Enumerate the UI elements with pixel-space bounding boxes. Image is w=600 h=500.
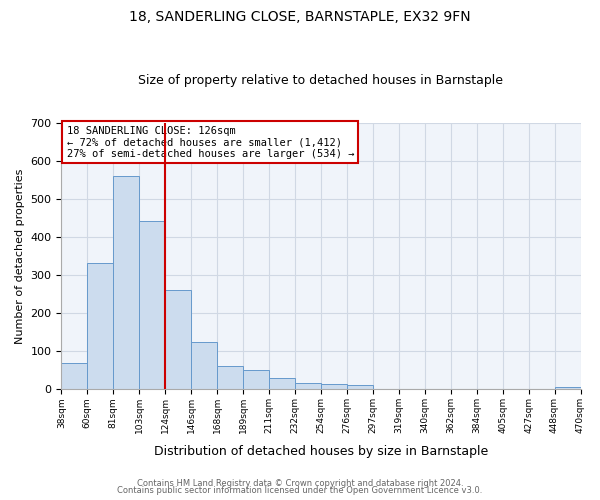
Bar	[165, 290, 191, 390]
Y-axis label: Number of detached properties: Number of detached properties	[15, 168, 25, 344]
Title: Size of property relative to detached houses in Barnstaple: Size of property relative to detached ho…	[139, 74, 503, 87]
Bar	[139, 220, 165, 390]
Bar	[554, 386, 581, 390]
Bar	[217, 366, 243, 390]
Bar	[347, 385, 373, 390]
Bar	[295, 383, 321, 390]
Text: 18, SANDERLING CLOSE, BARNSTAPLE, EX32 9FN: 18, SANDERLING CLOSE, BARNSTAPLE, EX32 9…	[129, 10, 471, 24]
Text: Contains HM Land Registry data © Crown copyright and database right 2024.: Contains HM Land Registry data © Crown c…	[137, 478, 463, 488]
Bar	[88, 262, 113, 390]
Text: 18 SANDERLING CLOSE: 126sqm
← 72% of detached houses are smaller (1,412)
27% of : 18 SANDERLING CLOSE: 126sqm ← 72% of det…	[67, 126, 354, 159]
Bar	[113, 176, 139, 390]
Bar	[191, 342, 217, 390]
X-axis label: Distribution of detached houses by size in Barnstaple: Distribution of detached houses by size …	[154, 444, 488, 458]
Bar	[61, 362, 88, 390]
Bar	[269, 378, 295, 390]
Bar	[243, 370, 269, 390]
Bar	[321, 384, 347, 390]
Text: Contains public sector information licensed under the Open Government Licence v3: Contains public sector information licen…	[118, 486, 482, 495]
